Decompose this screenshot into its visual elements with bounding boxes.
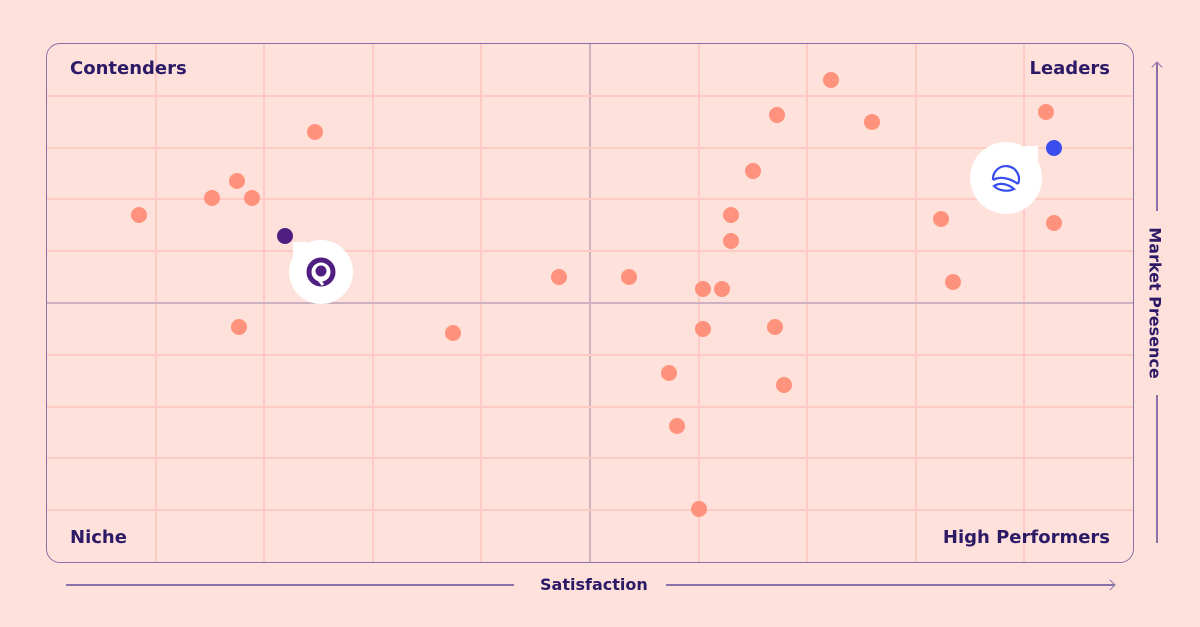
- bubble-tail: [1023, 145, 1038, 160]
- data-point[interactable]: [661, 364, 678, 381]
- quadrant-label-leaders: Leaders: [1029, 58, 1110, 79]
- data-point[interactable]: [690, 501, 707, 518]
- data-point[interactable]: [621, 269, 638, 286]
- data-point[interactable]: [723, 207, 740, 224]
- data-point[interactable]: [744, 163, 761, 180]
- grid-line-horizontal: [47, 457, 1133, 460]
- data-point[interactable]: [229, 173, 246, 190]
- data-point[interactable]: [694, 320, 711, 337]
- y-axis-label: Market Presence: [1145, 227, 1165, 379]
- vendor-logo-bubble-q[interactable]: [288, 240, 353, 305]
- grid-line-horizontal: [47, 353, 1133, 356]
- data-point[interactable]: [1045, 215, 1062, 232]
- x-axis-arrow-icon: [1104, 579, 1116, 591]
- quadrant-label-niche: Niche: [70, 527, 127, 548]
- x-axis-line-left: [66, 584, 514, 586]
- data-point[interactable]: [668, 417, 685, 434]
- chart-plot-area: Contenders Leaders Niche High Performers: [46, 43, 1134, 563]
- data-point[interactable]: [244, 190, 261, 207]
- data-point[interactable]: [307, 123, 324, 140]
- grid-line-horizontal: [47, 405, 1133, 408]
- data-point[interactable]: [1038, 103, 1055, 120]
- y-axis-arrow-icon: [1151, 61, 1163, 73]
- q-ring-logo-icon: [306, 257, 336, 287]
- data-point[interactable]: [131, 207, 148, 224]
- x-axis-label: Satisfaction: [540, 575, 648, 594]
- highlighted-data-point[interactable]: [276, 228, 293, 245]
- wave-circle-logo-icon: [991, 164, 1020, 192]
- data-point[interactable]: [766, 318, 783, 335]
- data-point[interactable]: [864, 113, 881, 130]
- data-point[interactable]: [944, 274, 961, 291]
- grid-line-horizontal: [47, 509, 1133, 512]
- grid-line-horizontal: [47, 146, 1133, 149]
- data-point[interactable]: [723, 233, 740, 250]
- y-axis-line-bottom: [1156, 395, 1158, 543]
- highlighted-data-point[interactable]: [1045, 139, 1062, 156]
- grid-line-horizontal: [47, 198, 1133, 201]
- x-axis-line-right: [666, 584, 1114, 586]
- data-point[interactable]: [550, 269, 567, 286]
- horizontal-midline: [47, 302, 1133, 304]
- y-axis-line-top: [1156, 63, 1158, 211]
- x-axis: [66, 579, 1116, 591]
- data-point[interactable]: [204, 190, 221, 207]
- bubble-tail: [292, 242, 307, 257]
- quadrant-label-high-performers: High Performers: [942, 527, 1110, 548]
- grid-line-horizontal: [47, 94, 1133, 97]
- data-point[interactable]: [776, 376, 793, 393]
- data-point[interactable]: [231, 318, 248, 335]
- data-point[interactable]: [823, 71, 840, 88]
- grid-line-horizontal: [47, 250, 1133, 253]
- vendor-logo-bubble-wave[interactable]: [969, 141, 1042, 214]
- data-point[interactable]: [932, 211, 949, 228]
- data-point[interactable]: [714, 281, 731, 297]
- data-point[interactable]: [694, 281, 711, 297]
- data-point[interactable]: [768, 107, 785, 124]
- quadrant-label-contenders: Contenders: [70, 58, 187, 79]
- data-point[interactable]: [445, 325, 462, 342]
